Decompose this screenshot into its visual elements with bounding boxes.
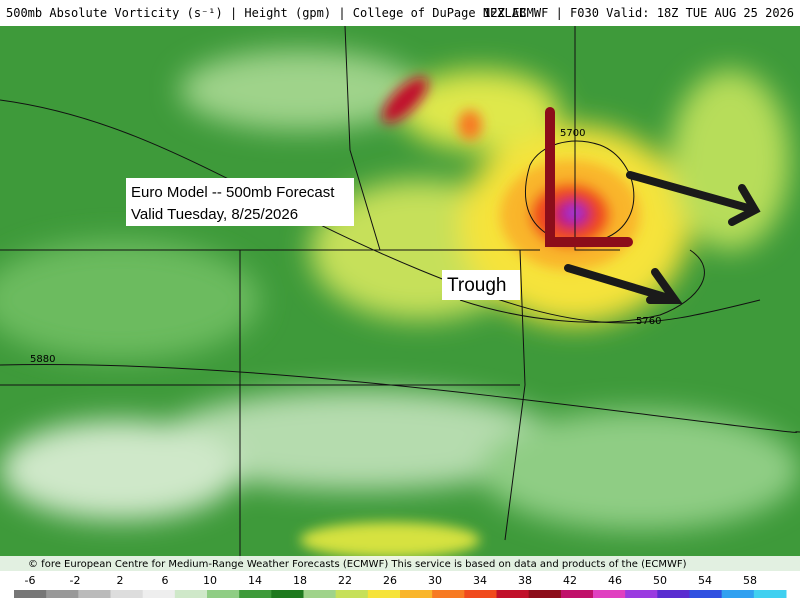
colorbar-tick-label: 22: [338, 574, 352, 587]
colorbar-swatch: [46, 590, 79, 598]
colorbar-tick-label: 30: [428, 574, 442, 587]
colorbar-tick-label: 34: [473, 574, 487, 587]
colorbar-swatch: [625, 590, 658, 598]
colorbar-swatch: [400, 590, 433, 598]
colorbar-tick-label: 10: [203, 574, 217, 587]
copyright-bar: [0, 556, 800, 571]
colorbar-swatch: [657, 590, 690, 598]
colorbar-tick-label: 26: [383, 574, 397, 587]
header-bar: [0, 0, 800, 26]
header-right: 12Z ECMWF | F030 Valid: 18Z TUE AUG 25 2…: [483, 6, 794, 20]
colorbar-swatch: [239, 590, 272, 598]
annotation-box: [126, 178, 354, 226]
contour-label: 5700: [560, 128, 585, 139]
colorbar-tick-label: 50: [653, 574, 667, 587]
colorbar-swatch: [78, 590, 111, 598]
vorticity-field: [0, 26, 800, 571]
colorbar-swatch: [689, 590, 723, 598]
colorbar-tick-label: 54: [698, 574, 712, 587]
colorbar-tick-label: 42: [563, 574, 577, 587]
copyright: © fore European Centre for Medium-Range …: [28, 559, 687, 570]
colorbar-swatch: [432, 590, 465, 598]
colorbar: -6 -2 2 6 10 14 18 22 26 30 34 38 42 46 50 54 58: [14, 574, 787, 598]
annotation-title: Euro Model -- 500mb Forecast: [131, 184, 335, 201]
colorbar-tick-label: 46: [608, 574, 622, 587]
motion-arrows: [564, 171, 761, 304]
low-marker: [545, 107, 633, 247]
colorbar-swatch: [142, 590, 176, 598]
colorbar-swatch: [14, 590, 47, 598]
colorbar-swatch: [560, 590, 594, 598]
colorbar-swatch: [207, 590, 240, 598]
colorbar-tick-label: 18: [293, 574, 307, 587]
colorbar-tick-label: 58: [743, 574, 757, 587]
contour-label: 5760: [636, 316, 661, 327]
colorbar-tick-label: 38: [518, 574, 532, 587]
contour-label: 5880: [30, 354, 55, 365]
colorbar-tick-label: 14: [248, 574, 262, 587]
annotation-valid: Valid Tuesday, 8/25/2026: [131, 206, 298, 223]
colorbar-swatch: [110, 590, 144, 598]
header-left: 500mb Absolute Vorticity (s⁻¹) | Height …: [6, 6, 526, 20]
colorbar-swatch: [593, 590, 626, 598]
colorbar-swatch: [464, 590, 497, 598]
colorbar-swatch: [721, 590, 755, 598]
colorbar-swatch: [753, 590, 787, 598]
colorbar-tick-label: -6: [25, 574, 36, 587]
colorbar-swatch: [174, 590, 208, 598]
trough-box: [442, 270, 520, 300]
colorbar-tick-label: 2: [117, 574, 124, 587]
colorbar-swatch: [528, 590, 562, 598]
colorbar-swatch: [271, 590, 304, 598]
colorbar-tick-label: 6: [162, 574, 169, 587]
trough-label: Trough: [447, 275, 507, 296]
colorbar-swatch: [303, 590, 337, 598]
colorbar-swatch: [496, 590, 530, 598]
colorbar-tick-label: -2: [70, 574, 81, 587]
colorbar-swatch: [335, 590, 369, 598]
colorbar-swatch: [367, 590, 401, 598]
